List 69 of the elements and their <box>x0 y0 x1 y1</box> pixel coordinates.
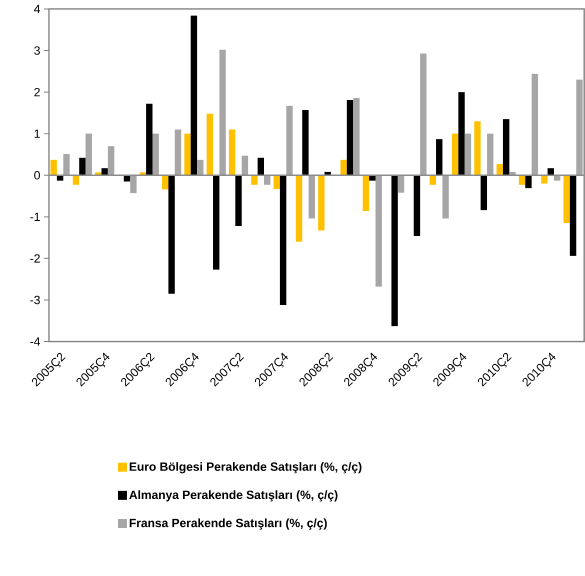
bar <box>391 175 398 326</box>
bar <box>280 175 286 305</box>
bar <box>264 175 270 185</box>
bar <box>130 175 137 194</box>
legend-label: Euro Bölgesi Perakende Satışları (%, ç/ç) <box>130 462 362 474</box>
bar <box>458 92 465 176</box>
bar <box>414 175 420 236</box>
bar <box>570 175 576 256</box>
bar <box>308 175 316 218</box>
bar <box>79 158 86 176</box>
bar <box>563 175 570 223</box>
bar <box>101 168 108 176</box>
bar <box>353 98 360 176</box>
bar <box>251 175 258 185</box>
bar <box>63 154 70 176</box>
bar <box>219 50 226 176</box>
bar <box>286 106 293 176</box>
bar <box>296 175 302 242</box>
bar <box>464 134 472 176</box>
bar <box>235 175 242 226</box>
bar <box>258 158 264 176</box>
y-tick-label: 1 <box>34 129 40 138</box>
y-tick-label: 2 <box>34 88 40 96</box>
bar <box>146 104 152 176</box>
bar <box>436 138 442 176</box>
bar <box>442 175 449 218</box>
bar <box>242 156 248 176</box>
bar <box>346 100 354 176</box>
bar <box>376 175 382 287</box>
bar <box>452 134 458 176</box>
bar <box>86 134 92 176</box>
bar <box>525 175 532 188</box>
bar <box>548 168 554 176</box>
legend-label: Fransa Perakende Satışları (%, ç/ç) <box>130 518 327 530</box>
bar <box>541 175 548 184</box>
bar <box>420 53 427 176</box>
bar <box>474 121 481 176</box>
bar <box>168 175 175 294</box>
bar <box>302 110 309 176</box>
bar <box>362 175 370 211</box>
y-tick-label: -1 <box>30 212 40 221</box>
bar <box>480 175 488 210</box>
bar <box>213 175 220 270</box>
bar <box>487 134 494 176</box>
legend-label: Almanya Perakende Satışları (%, ç/ç) <box>129 490 338 502</box>
bar <box>430 175 436 185</box>
bar <box>206 114 214 176</box>
bar <box>197 160 204 176</box>
bar <box>50 160 57 176</box>
bar <box>162 175 168 190</box>
y-tick-label: -3 <box>30 296 40 304</box>
y-tick-label: -4 <box>30 337 40 346</box>
bar <box>174 129 182 176</box>
y-tick-label: 0 <box>34 170 40 180</box>
bar <box>318 175 325 230</box>
bar <box>340 160 347 176</box>
bar <box>496 164 503 176</box>
bar <box>502 119 510 176</box>
bar <box>184 134 191 176</box>
bar <box>190 16 198 176</box>
y-tick-label: 3 <box>34 46 40 55</box>
bar <box>228 129 236 176</box>
y-tick-label: -2 <box>30 254 40 262</box>
bar <box>108 146 114 176</box>
y-tick-label: 4 <box>34 4 40 14</box>
bar <box>152 134 159 176</box>
bar <box>532 74 538 176</box>
bar <box>576 80 583 176</box>
bar <box>274 175 280 189</box>
